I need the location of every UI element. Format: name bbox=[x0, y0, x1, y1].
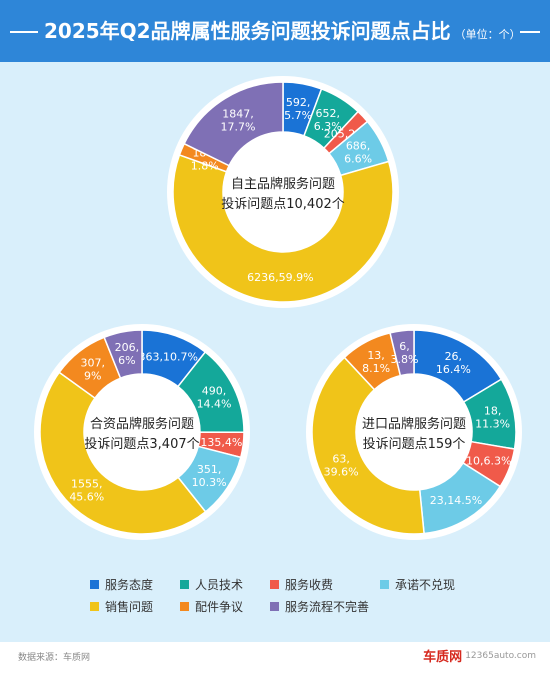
legend-label: 人员技术 bbox=[195, 578, 244, 592]
center-label: 自主品牌服务问题投诉问题点10,402个 bbox=[221, 176, 345, 212]
legend-label: 服务态度 bbox=[105, 578, 154, 592]
data-label: 652, 6.3% bbox=[314, 107, 342, 133]
center-label: 进口品牌服务问题投诉问题点159个 bbox=[362, 416, 466, 452]
data-label: 6236,59.9% bbox=[247, 271, 313, 284]
data-label: 13, 8.1% bbox=[362, 349, 390, 375]
data-label: 6, 3.8% bbox=[391, 340, 419, 366]
legend-swatch bbox=[270, 580, 279, 589]
data-label: 206, 6% bbox=[115, 341, 140, 367]
legend-swatch bbox=[270, 602, 279, 611]
legend-swatch bbox=[90, 602, 99, 611]
title-rule-left bbox=[10, 31, 38, 33]
legend-swatch bbox=[180, 580, 189, 589]
chart-title: 2025年Q2品牌属性服务问题投诉问题点占比 （单位：个） bbox=[44, 19, 521, 43]
donut-charts: 592, 5.7% 652, 6.3%205,2%686, 6.6%6236,59.9%… bbox=[34, 76, 522, 540]
data-label: 307, 9% bbox=[81, 356, 106, 382]
data-label: 592, 5.7% bbox=[284, 96, 312, 122]
donut-hole bbox=[85, 375, 199, 489]
data-label: 135,4% bbox=[200, 436, 242, 449]
donut-chart-3: 26, 16.4% 18, 11.3% 10,6.3% 23,14.5% 63, 39.6% 1… bbox=[306, 324, 522, 540]
legend-item: 承诺不兑现 bbox=[380, 576, 455, 593]
slice-销售问题 bbox=[311, 356, 425, 535]
legend-item: 服务收费 bbox=[270, 576, 333, 593]
brand-watermark: 车质网 12365auto.com bbox=[423, 646, 536, 665]
data-label: 490, 14.4% bbox=[197, 385, 232, 411]
legend-item: 配件争议 bbox=[180, 598, 243, 615]
legend-swatch bbox=[90, 580, 99, 589]
data-label: 363,10.7% bbox=[139, 350, 198, 363]
title-bar: 2025年Q2品牌属性服务问题投诉问题点占比 （单位：个） bbox=[0, 0, 550, 62]
donut-hole bbox=[224, 133, 342, 251]
brand-site: 12365auto.com bbox=[465, 650, 536, 661]
donut-chart-1: 592, 5.7% 652, 6.3%205,2%686, 6.6%6236,59.9%… bbox=[167, 76, 399, 308]
data-label: 26, 16.4% bbox=[436, 350, 471, 376]
data-label: 1847, 17.7% bbox=[221, 107, 256, 133]
data-label: 1555, 45.6% bbox=[69, 477, 104, 503]
legend-label: 服务收费 bbox=[285, 578, 334, 592]
slice-销售问题 bbox=[39, 371, 207, 535]
legend-label: 服务流程不完善 bbox=[285, 600, 370, 614]
legend-swatch bbox=[180, 602, 189, 611]
data-label: 10,6.3% bbox=[466, 455, 511, 468]
data-label: 63, 39.6% bbox=[324, 452, 359, 478]
donut-chart-2: 363,10.7% 490, 14.4% 135,4% 351, 10.3% 1555, 45… bbox=[34, 324, 250, 540]
brand-logo: 车质网 bbox=[423, 650, 463, 665]
unit-label: （单位：个） bbox=[454, 28, 521, 41]
donut-hole bbox=[357, 375, 471, 489]
data-label: 351, 10.3% bbox=[192, 463, 227, 489]
slice-销售问题 bbox=[172, 153, 394, 303]
legend-label: 配件争议 bbox=[195, 600, 244, 614]
legend-item: 人员技术 bbox=[180, 576, 243, 593]
legend-item: 服务流程不完善 bbox=[270, 598, 369, 615]
legend-item: 销售问题 bbox=[90, 598, 153, 615]
legend-label: 承诺不兑现 bbox=[395, 578, 456, 592]
title-rule-right bbox=[520, 31, 540, 33]
data-label: 18, 11.3% bbox=[475, 405, 510, 431]
center-label: 合资品牌服务问题投诉问题点3,407个 bbox=[84, 416, 199, 452]
slice-服务流程不完善 bbox=[389, 329, 415, 377]
data-label: 23,14.5% bbox=[430, 494, 482, 507]
slice-服务流程不完善 bbox=[103, 329, 143, 380]
legend-item: 服务态度 bbox=[90, 576, 153, 593]
data-source: 数据来源：车质网 bbox=[18, 653, 91, 663]
legend-swatch bbox=[380, 580, 389, 589]
legend-label: 销售问题 bbox=[105, 600, 154, 614]
data-label: 686, 6.6% bbox=[344, 140, 372, 166]
slice-服务流程不完善 bbox=[183, 81, 284, 167]
